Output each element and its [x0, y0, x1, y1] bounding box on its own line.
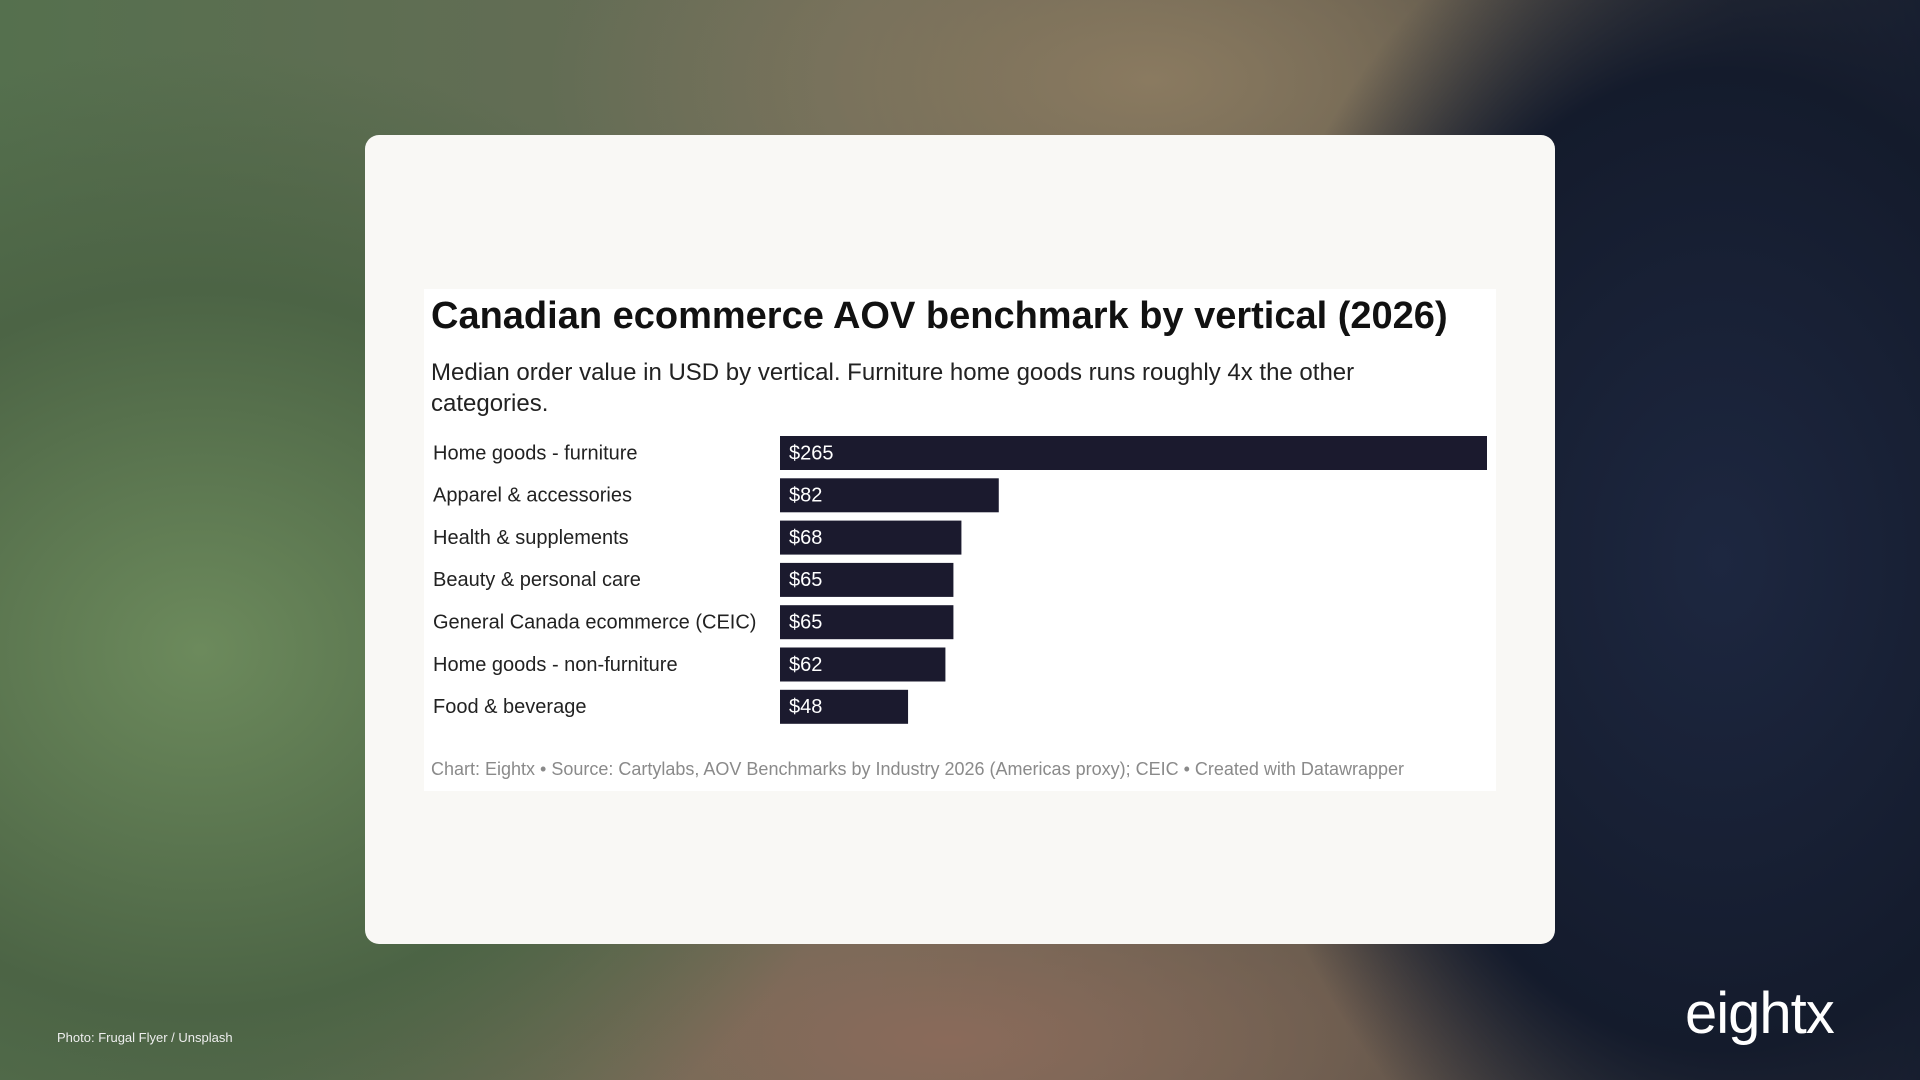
photo-credit: Photo: Frugal Flyer / Unsplash: [57, 1030, 233, 1045]
category-label: Home goods - furniture: [433, 442, 638, 464]
value-label: $68: [789, 527, 822, 549]
bar: [780, 689, 909, 724]
value-label: $48: [789, 696, 822, 718]
category-label: Food & beverage: [433, 696, 586, 718]
bar: [780, 436, 1487, 470]
bar: [780, 520, 962, 555]
category-label: Apparel & accessories: [433, 485, 632, 507]
chart-title: Canadian ecommerce AOV benchmark by vert…: [431, 295, 1448, 337]
value-label: $65: [789, 611, 822, 633]
value-label: $82: [789, 485, 822, 507]
bar: [780, 605, 954, 640]
bar: [780, 647, 946, 682]
brand-logo: eightx: [1685, 981, 1835, 1046]
category-label: General Canada ecommerce (CEIC): [433, 611, 756, 633]
bar: [780, 562, 954, 597]
category-label: Home goods - non-furniture: [433, 654, 678, 676]
chart-subtitle: Median order value in USD by vertical. F…: [431, 359, 1355, 417]
bar: [780, 478, 999, 513]
chart: Canadian ecommerce AOV benchmark by vert…: [424, 289, 1496, 791]
value-label: $62: [789, 654, 822, 676]
value-label: $265: [789, 442, 834, 464]
bar-area: Home goods - furniture $265 Apparel & acce…: [433, 436, 1487, 724]
source-note: Chart: Eightx • Source: Cartylabs, AOV B…: [431, 759, 1404, 779]
value-label: $65: [789, 569, 822, 591]
category-label: Beauty & personal care: [433, 569, 641, 591]
category-label: Health & supplements: [433, 527, 629, 549]
